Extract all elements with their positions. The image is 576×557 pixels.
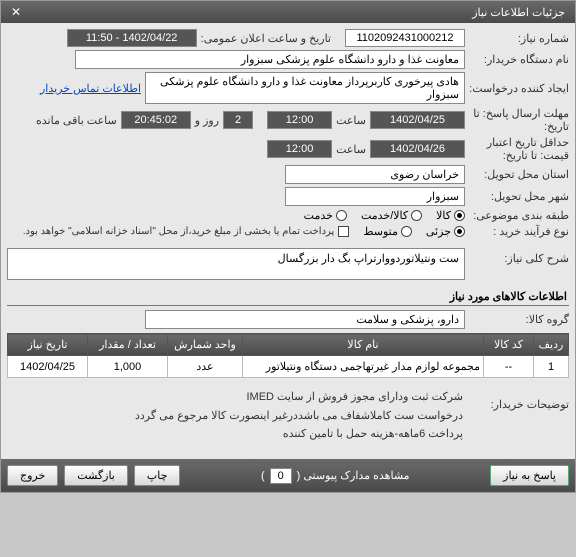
- need-details-panel: جزئیات اطلاعات نیاز ✕ شماره نیاز: 110209…: [0, 0, 576, 493]
- credit-date: 1402/04/26: [370, 140, 465, 158]
- req-no-label: شماره نیاز:: [469, 32, 569, 45]
- cell-code: --: [484, 356, 534, 378]
- radio-selected-icon: [454, 210, 465, 221]
- col-date: تاریخ نیاز: [8, 334, 88, 356]
- buy-type-label: نوع فرآیند خرید :: [469, 225, 569, 238]
- summary-value: ست ونتیلاتوردووارتراپ بگ دار بزرگسال: [7, 248, 465, 280]
- province-value: خراسان رضوی: [285, 165, 465, 184]
- treasury-check-label: پرداخت تمام یا بخشی از مبلغ خرید،از محل …: [23, 226, 335, 237]
- close-icon[interactable]: ✕: [11, 5, 21, 19]
- panel-body: شماره نیاز: 1102092431000212 تاریخ و ساع…: [1, 23, 575, 459]
- deadline-label-1: مهلت ارسال پاسخ: تا: [473, 108, 569, 120]
- attach-label: مشاهده مدارک پیوستی (: [297, 469, 410, 482]
- radio-icon: [401, 226, 412, 237]
- panel-title: جزئیات اطلاعات نیاز: [472, 6, 565, 19]
- cat-service-radio[interactable]: خدمت: [304, 209, 347, 222]
- summary-label: شرح کلی نیاز:: [469, 248, 569, 265]
- cat-service-label: خدمت: [304, 209, 333, 222]
- buyer-note-line: درخواست ست کاملاشفاف می باشددرغیر اینصور…: [135, 407, 463, 426]
- table-row[interactable]: 1 -- مجموعه لوازم مدار غیرتهاجمی دستگاه …: [8, 356, 569, 378]
- buyer-note-line: پرداخت 6ماهه-هزینه حمل با تامین کننده: [135, 425, 463, 444]
- treasury-checkbox[interactable]: [338, 226, 349, 237]
- panel-footer: پاسخ به نیاز مشاهده مدارک پیوستی ( 0 ) چ…: [1, 459, 575, 492]
- announce-value: 1402/04/22 - 11:50: [67, 29, 197, 47]
- attach-close: ): [261, 470, 265, 482]
- city-value: سبزوار: [285, 187, 465, 206]
- cell-qty: 1,000: [88, 356, 168, 378]
- respond-button[interactable]: پاسخ به نیاز: [490, 465, 569, 486]
- cat-goods-service-radio[interactable]: کالا/خدمت: [361, 209, 422, 222]
- buyer-contact-link[interactable]: اطلاعات تماس خریدار: [40, 82, 141, 95]
- cell-name: مجموعه لوازم مدار غیرتهاجمی دستگاه ونتیل…: [243, 356, 484, 378]
- col-unit: واحد شمارش: [168, 334, 243, 356]
- group-label: گروه کالا:: [469, 313, 569, 326]
- deadline-hour: 12:00: [267, 111, 332, 129]
- cell-unit: عدد: [168, 356, 243, 378]
- buyer-notes-label: توضیحات خریدار:: [469, 386, 569, 411]
- cell-date: 1402/04/25: [8, 356, 88, 378]
- bt-partial-label: جزئی: [426, 225, 451, 238]
- subject-cat-label: طبقه بندی موضوعی:: [469, 209, 569, 222]
- items-table: ردیف کد کالا نام کالا واحد شمارش تعداد /…: [7, 333, 569, 378]
- creator-value: هادی پیرخوری کاربرپرداز معاونت غذا و دار…: [145, 72, 465, 104]
- announce-label: تاریخ و ساعت اعلان عمومی:: [201, 32, 331, 45]
- remain-time: 20:45:02: [121, 111, 191, 129]
- credit-hour: 12:00: [267, 140, 332, 158]
- bt-medium-label: متوسط: [363, 225, 398, 238]
- days-value: 2: [223, 111, 253, 129]
- radio-selected-icon: [454, 226, 465, 237]
- back-button[interactable]: بازگشت: [64, 465, 128, 486]
- hour-label-2: ساعت: [336, 143, 366, 156]
- exit-button[interactable]: خروج: [7, 465, 58, 486]
- bt-partial-radio[interactable]: جزئی: [426, 225, 465, 238]
- province-label: استان محل تحویل:: [469, 168, 569, 181]
- attachments-viewer[interactable]: مشاهده مدارک پیوستی ( 0 ): [261, 468, 410, 484]
- city-label: شهر محل تحویل:: [469, 190, 569, 203]
- subject-cat-group: کالا کالا/خدمت خدمت: [304, 209, 465, 222]
- buyer-notes-value: شرکت ثبت ودارای مجوز فروش از سایت IMED د…: [133, 386, 465, 446]
- buyer-label: نام دستگاه خریدار:: [469, 53, 569, 66]
- creator-label: ایجاد کننده درخواست:: [469, 82, 569, 95]
- items-section-title: اطلاعات کالاهای مورد نیاز: [7, 286, 569, 306]
- day-label: روز و: [195, 114, 219, 127]
- radio-icon: [336, 210, 347, 221]
- buy-type-group: جزئی متوسط: [363, 225, 465, 238]
- deadline-label-2: تاریخ:: [544, 121, 569, 133]
- bt-medium-radio[interactable]: متوسط: [363, 225, 412, 238]
- col-qty: تعداد / مقدار: [88, 334, 168, 356]
- group-value: دارو، پزشکی و سلامت: [145, 310, 465, 329]
- col-name: نام کالا: [243, 334, 484, 356]
- panel-header: جزئیات اطلاعات نیاز ✕: [1, 1, 575, 23]
- radio-icon: [411, 210, 422, 221]
- attach-count: 0: [270, 468, 292, 484]
- cat-goods-radio[interactable]: کالا: [436, 209, 465, 222]
- req-no-value: 1102092431000212: [345, 29, 465, 47]
- buyer-note-line: شرکت ثبت ودارای مجوز فروش از سایت IMED: [135, 388, 463, 407]
- credit-label-1: حداقل تاریخ اعتبار: [487, 137, 569, 149]
- buyer-value: معاونت غذا و دارو دانشگاه علوم پزشکی سبز…: [75, 50, 465, 69]
- remain-label: ساعت باقی مانده: [36, 114, 117, 127]
- print-button[interactable]: چاپ: [134, 465, 181, 486]
- cat-goods-service-label: کالا/خدمت: [361, 209, 408, 222]
- col-row: ردیف: [534, 334, 569, 356]
- credit-label-2: قیمت: تا تاریخ:: [503, 150, 569, 162]
- deadline-date: 1402/04/25: [370, 111, 465, 129]
- hour-label-1: ساعت: [336, 114, 366, 127]
- col-code: کد کالا: [484, 334, 534, 356]
- cell-row: 1: [534, 356, 569, 378]
- cat-goods-label: کالا: [436, 209, 451, 222]
- items-header-row: ردیف کد کالا نام کالا واحد شمارش تعداد /…: [8, 334, 569, 356]
